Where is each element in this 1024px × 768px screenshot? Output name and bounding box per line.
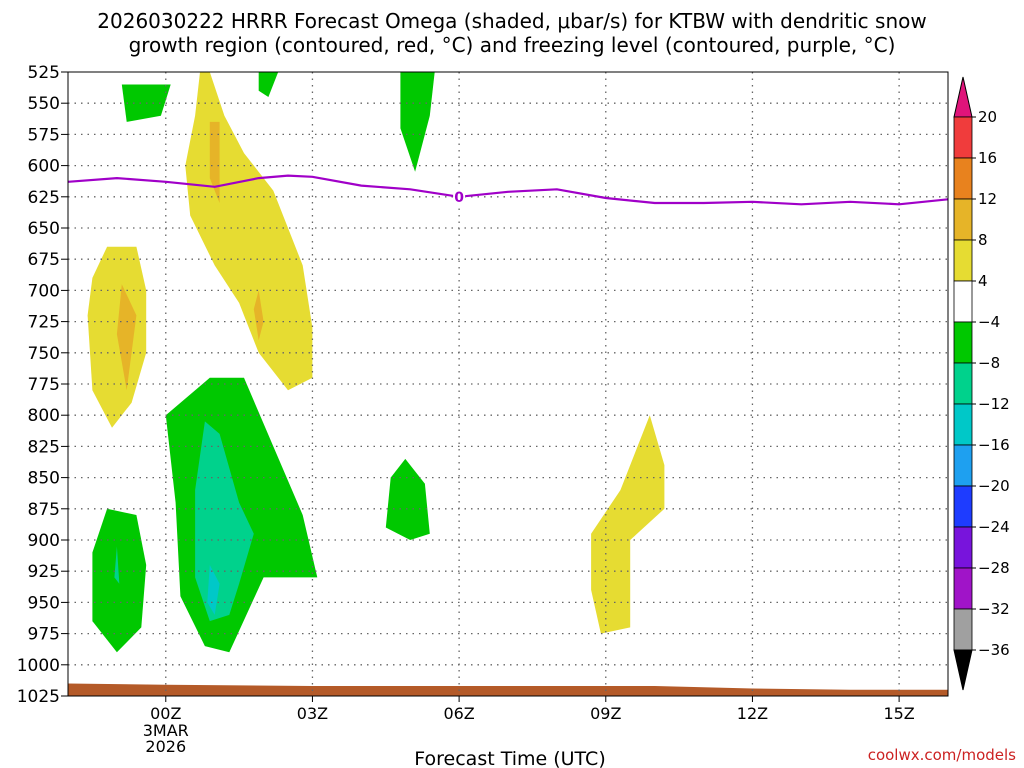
plot-area: 0 [67,71,949,697]
y-tick-label: 550 [28,94,60,114]
freezing-level-label-bg [453,188,466,205]
x-tick-label: 03Z [297,704,328,723]
y-axis: 525 550 575 600 625 650 675 700 725 750 775 800 825 8… [17,63,68,707]
omega-shaded-region-4 [258,72,279,97]
colorbar-label: −24 [978,518,1010,536]
colorbar-swatch-9 [953,485,973,528]
x-tick-label: 09Z [590,704,621,723]
y-tick-label: 750 [28,344,60,364]
colorbar-label: 12 [978,190,997,208]
omega-shaded-region-5 [400,72,435,172]
y-tick-label: 650 [28,219,60,239]
y-tick-label: 850 [28,469,60,489]
colorbar-legend: 20 16 12 8 4 −4 −8 −12 −16 −20 −24 −28 −32 −36 [953,76,1010,691]
freezing-level-label: 0 [454,190,464,206]
y-tick-label: 825 [28,437,60,457]
y-tick-label: 875 [28,500,60,520]
omega-shaded-region-10 [207,565,220,615]
omega-shaded-region-3 [253,290,264,341]
colorbar-label: −12 [978,395,1010,413]
y-tick-label: 725 [28,313,60,333]
omega-shaded-region-7 [116,284,137,391]
colorbar-swatch-6 [953,362,973,405]
colorbar-swatch-7 [953,403,973,446]
x-tick-sublabel: 2026 [145,737,186,756]
colorbar-swatch-11 [953,567,973,610]
x-axis-title: Forecast Time (UTC) [414,748,605,768]
colorbar-label: 16 [978,149,997,167]
colorbar-swatch-1 [953,157,973,200]
x-tick-label: 15Z [883,704,914,723]
omega-shaded-region-2 [209,121,220,203]
x-tick-label: 06Z [443,704,474,723]
colorbar-swatch-3 [953,239,973,282]
freezing-level-contour [67,174,949,206]
credit-link[interactable]: coolwx.com/models [868,746,1016,764]
omega-shaded-region-12 [114,546,120,584]
colorbar-label: 8 [978,231,988,249]
y-tick-label: 625 [28,188,60,208]
omega-shaded-region-11 [92,508,147,653]
colorbar-swatch-2 [953,198,973,241]
colorbar-swatch-5 [953,321,973,364]
colorbar-label: −16 [978,436,1010,454]
y-tick-label: 775 [28,375,60,395]
y-tick-label: 950 [28,593,60,613]
y-tick-label: 975 [28,625,60,645]
colorbar-cap-top [953,76,973,118]
colorbar-label: 4 [978,272,988,290]
x-tick-sublabel: 3MAR [143,721,189,740]
colorbar-label: −8 [978,354,1000,372]
colorbar-label: −28 [978,559,1010,577]
x-tick-label: 12Z [737,704,768,723]
y-tick-label: 600 [28,157,60,177]
colorbar-cap-bottom [953,649,973,691]
colorbar-swatch-0 [953,116,973,159]
colorbar-label: −36 [978,641,1010,659]
y-tick-label: 925 [28,562,60,582]
omega-shaded-region-13 [385,458,430,540]
y-tick-label: 1025 [17,687,60,707]
colorbar-swatch-12 [953,608,973,651]
y-tick-label: 900 [28,531,60,551]
ground-surface [68,683,948,696]
colorbar-swatch-8 [953,444,973,487]
colorbar-label: −4 [978,313,1000,331]
colorbar-label: 20 [978,108,997,126]
y-tick-label: 1000 [17,656,60,676]
y-tick-label: 700 [28,281,60,301]
chart-title-line-1: 2026030222 HRRR Forecast Omega (shaded, … [97,9,926,33]
y-tick-label: 675 [28,250,60,270]
colorbar-swatch-4 [953,280,973,323]
colorbar-label: −20 [978,477,1010,495]
colorbar-label: −32 [978,600,1010,618]
y-tick-label: 525 [28,63,60,83]
omega-shaded-region-6 [87,246,147,428]
colorbar-swatch-10 [953,526,973,569]
x-tick-label: 00Z [150,704,181,723]
y-tick-label: 800 [28,406,60,426]
chart-title-line-2: growth region (contoured, red, °C) and f… [129,33,896,57]
omega-shaded-region-14 [591,415,665,634]
y-tick-label: 575 [28,125,60,145]
